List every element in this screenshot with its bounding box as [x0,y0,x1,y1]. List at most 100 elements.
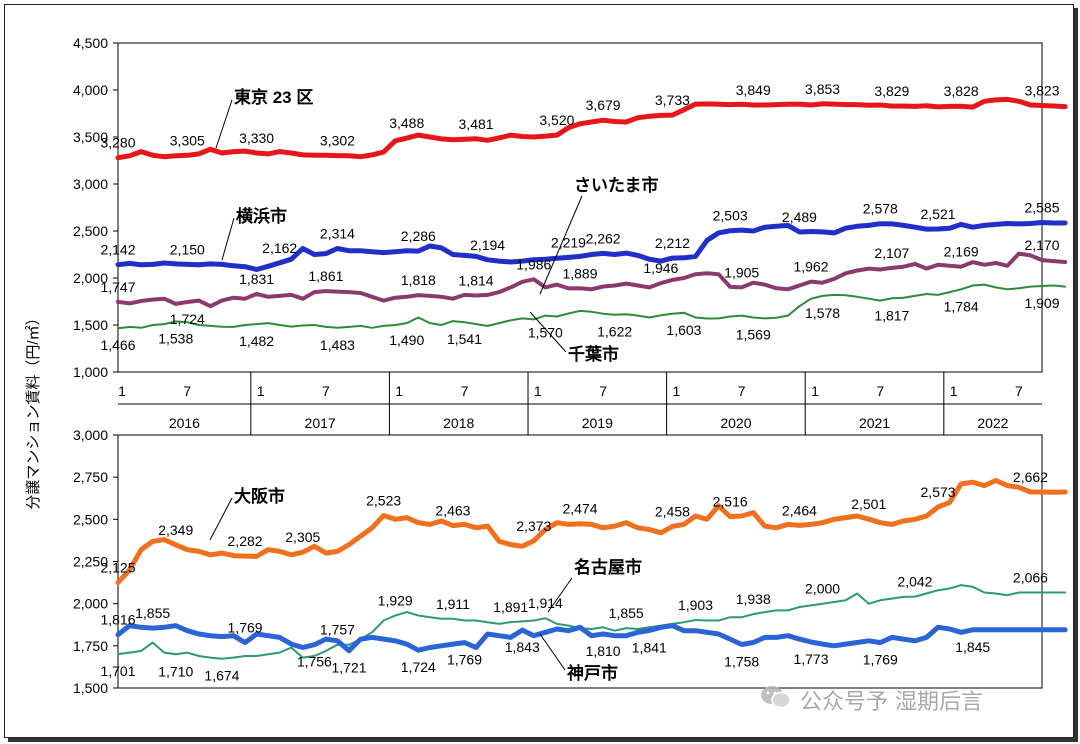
series-line-千葉市 [117,283,1067,330]
chart-frame [4,4,1074,738]
x-year-label: 2020 [720,415,751,431]
data-label: 1,570 [528,325,563,341]
x-month-label: 7 [738,383,746,399]
data-label: 3,280 [100,135,135,151]
plot-area-1 [117,42,1043,373]
data-label: 1,769 [228,620,263,636]
data-label: 3,302 [320,133,355,149]
data-label: 2,503 [713,208,748,224]
data-label: 1,891 [493,599,528,615]
data-label: 1,911 [436,596,470,612]
data-label: 1,757 [320,622,355,638]
data-label: 1,747 [100,279,135,295]
leader-line [221,217,235,261]
data-label: 2,578 [863,201,898,217]
data-label: 2,314 [320,225,355,241]
data-label: 1,816 [100,612,135,628]
y-tick-label: 4,500 [73,35,108,51]
data-label: 1,769 [863,652,898,668]
y-tick-label: 3,500 [73,129,108,145]
data-label: 3,481 [459,116,494,132]
data-label: 3,679 [586,97,621,113]
x-year-label: 2017 [305,415,336,431]
data-label: 2,521 [921,206,956,222]
series-label: 千葉市 [568,344,619,364]
series-line-東京 23 区 [115,96,1068,161]
data-label: 1,810 [586,643,621,659]
data-label: 2,464 [782,502,817,518]
x-year-label: 2019 [582,415,613,431]
data-label: 1,986 [516,256,551,272]
data-label: 1,756 [297,654,332,670]
data-label: 1,905 [724,264,759,280]
data-label: 2,066 [1013,570,1048,586]
x-year-label: 2018 [443,415,474,431]
series-label: さいたま市 [574,175,659,195]
data-label: 2,169 [944,244,979,260]
series-line-大阪市 [115,478,1068,586]
x-year-label: 2016 [169,415,200,431]
data-label: 2,150 [170,241,205,257]
data-label: 1,843 [505,639,540,655]
data-label: 3,520 [539,112,574,128]
data-label: 1,889 [562,265,597,281]
y-tick-label: 3,000 [73,427,108,443]
data-label: 3,330 [239,130,274,146]
y-tick-label: 2,500 [73,511,108,527]
data-label: 2,162 [262,240,297,256]
data-label: 2,573 [921,484,956,500]
data-label: 1,831 [239,271,274,287]
data-label: 1,538 [158,330,193,346]
data-label: 1,914 [528,595,563,611]
data-label: 1,773 [793,651,828,667]
series-line-横浜市 [115,220,1068,272]
series-label: 大阪市 [234,486,285,506]
y-tick-label: 2,750 [73,469,108,485]
data-label: 2,523 [366,492,401,508]
series-label: 神戸市 [567,663,618,683]
data-label: 2,286 [401,228,436,244]
x-year-label: 2021 [859,415,890,431]
data-label: 1,603 [666,322,701,338]
x-month-label: 7 [876,383,884,399]
data-label: 2,585 [1024,200,1059,216]
data-label: 1,855 [135,605,170,621]
data-label: 2,474 [562,501,597,517]
data-label: 1,482 [239,333,274,349]
series-label: 東京 23 区 [234,87,313,107]
x-year-label: 2022 [977,415,1008,431]
leader-line [539,633,566,671]
data-label: 2,489 [782,209,817,225]
data-label: 1,758 [724,653,759,669]
series-line-神戸市 [115,623,1068,654]
y-tick-label: 3,000 [73,176,108,192]
leader-line [539,195,583,295]
data-label: 1,710 [158,663,193,679]
x-month-label: 1 [811,383,819,399]
data-label: 3,823 [1024,83,1059,99]
data-label: 3,828 [944,83,979,99]
leader-line [215,99,233,149]
data-label: 3,733 [655,92,690,108]
y-tick-label: 2,000 [73,270,108,286]
x-month-label: 7 [322,383,330,399]
y-axis-title: 分譲マンション賃料（円/㎡） [25,310,42,509]
y-tick-label: 2,000 [73,596,108,612]
data-label: 1,855 [609,605,644,621]
data-label: 1,841 [632,639,667,655]
series-line-さいたま市 [116,251,1068,309]
data-label: 2,000 [805,581,840,597]
data-label: 1,466 [100,337,135,353]
x-month-label: 7 [599,383,607,399]
x-month-label: 7 [1015,383,1023,399]
data-label: 1,541 [447,331,482,347]
leader-line [209,497,233,541]
data-label: 2,194 [470,237,505,253]
data-label: 1,861 [308,268,343,284]
leader-line [547,577,573,613]
data-label: 3,849 [736,82,771,98]
data-label: 2,125 [100,560,135,576]
y-tick-label: 1,750 [73,638,108,654]
data-label: 1,483 [320,337,355,353]
